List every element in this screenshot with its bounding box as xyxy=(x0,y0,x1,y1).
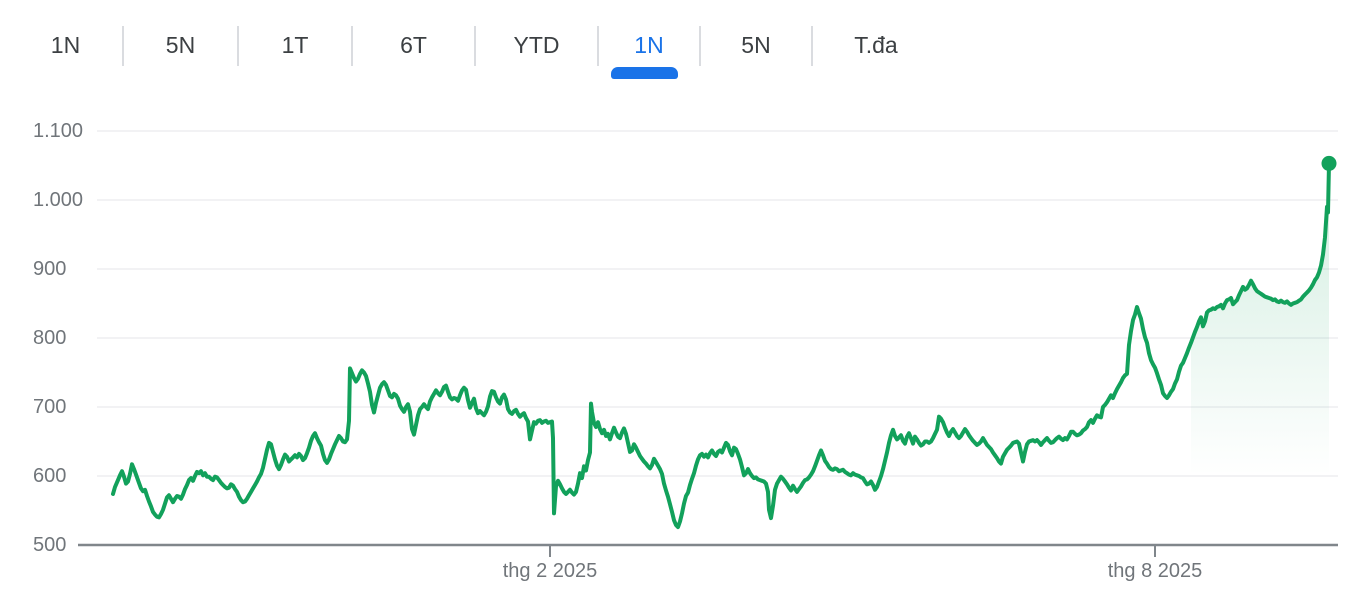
tab-separator xyxy=(699,26,701,66)
tab-ytd[interactable]: YTD xyxy=(513,32,560,58)
y-axis-label: 1.000 xyxy=(33,189,84,211)
tab-separator xyxy=(474,26,476,66)
tab-5-year[interactable]: 5N xyxy=(741,32,771,58)
price-line-layer xyxy=(111,155,1337,545)
tab-1-year[interactable]: 1N xyxy=(634,32,664,58)
tab-5-day[interactable]: 5N xyxy=(165,32,196,58)
tab-separator xyxy=(597,26,599,66)
tab-6-month[interactable]: 6T xyxy=(400,32,427,58)
selected-tab-indicator xyxy=(611,67,678,79)
tab-1-day[interactable]: 1N xyxy=(50,32,81,58)
y-axis-label: 1.100 xyxy=(33,120,84,142)
x-axis-label: thg 8 2025 xyxy=(1107,560,1203,582)
y-axis-label: 500 xyxy=(33,534,67,556)
latest-price-dot xyxy=(1321,155,1337,171)
area-fill xyxy=(1191,163,1329,545)
x-axis-label: thg 2 2025 xyxy=(502,560,598,582)
tab-separator xyxy=(351,26,353,66)
y-axis-label: 700 xyxy=(33,396,67,418)
price-line xyxy=(111,161,1331,530)
time-range-tabbar: 1N 5N 1T 6T YTD 1N 5N T.đa xyxy=(0,0,1356,95)
tab-separator xyxy=(122,26,124,66)
tab-1-month[interactable]: 1T xyxy=(281,32,309,58)
y-axis-label: 800 xyxy=(33,327,67,349)
y-axis-label: 600 xyxy=(33,465,67,487)
tab-separator xyxy=(237,26,239,66)
tab-separator xyxy=(811,26,813,66)
y-axis-label: 900 xyxy=(33,258,67,280)
tab-max[interactable]: T.đa xyxy=(854,32,898,58)
